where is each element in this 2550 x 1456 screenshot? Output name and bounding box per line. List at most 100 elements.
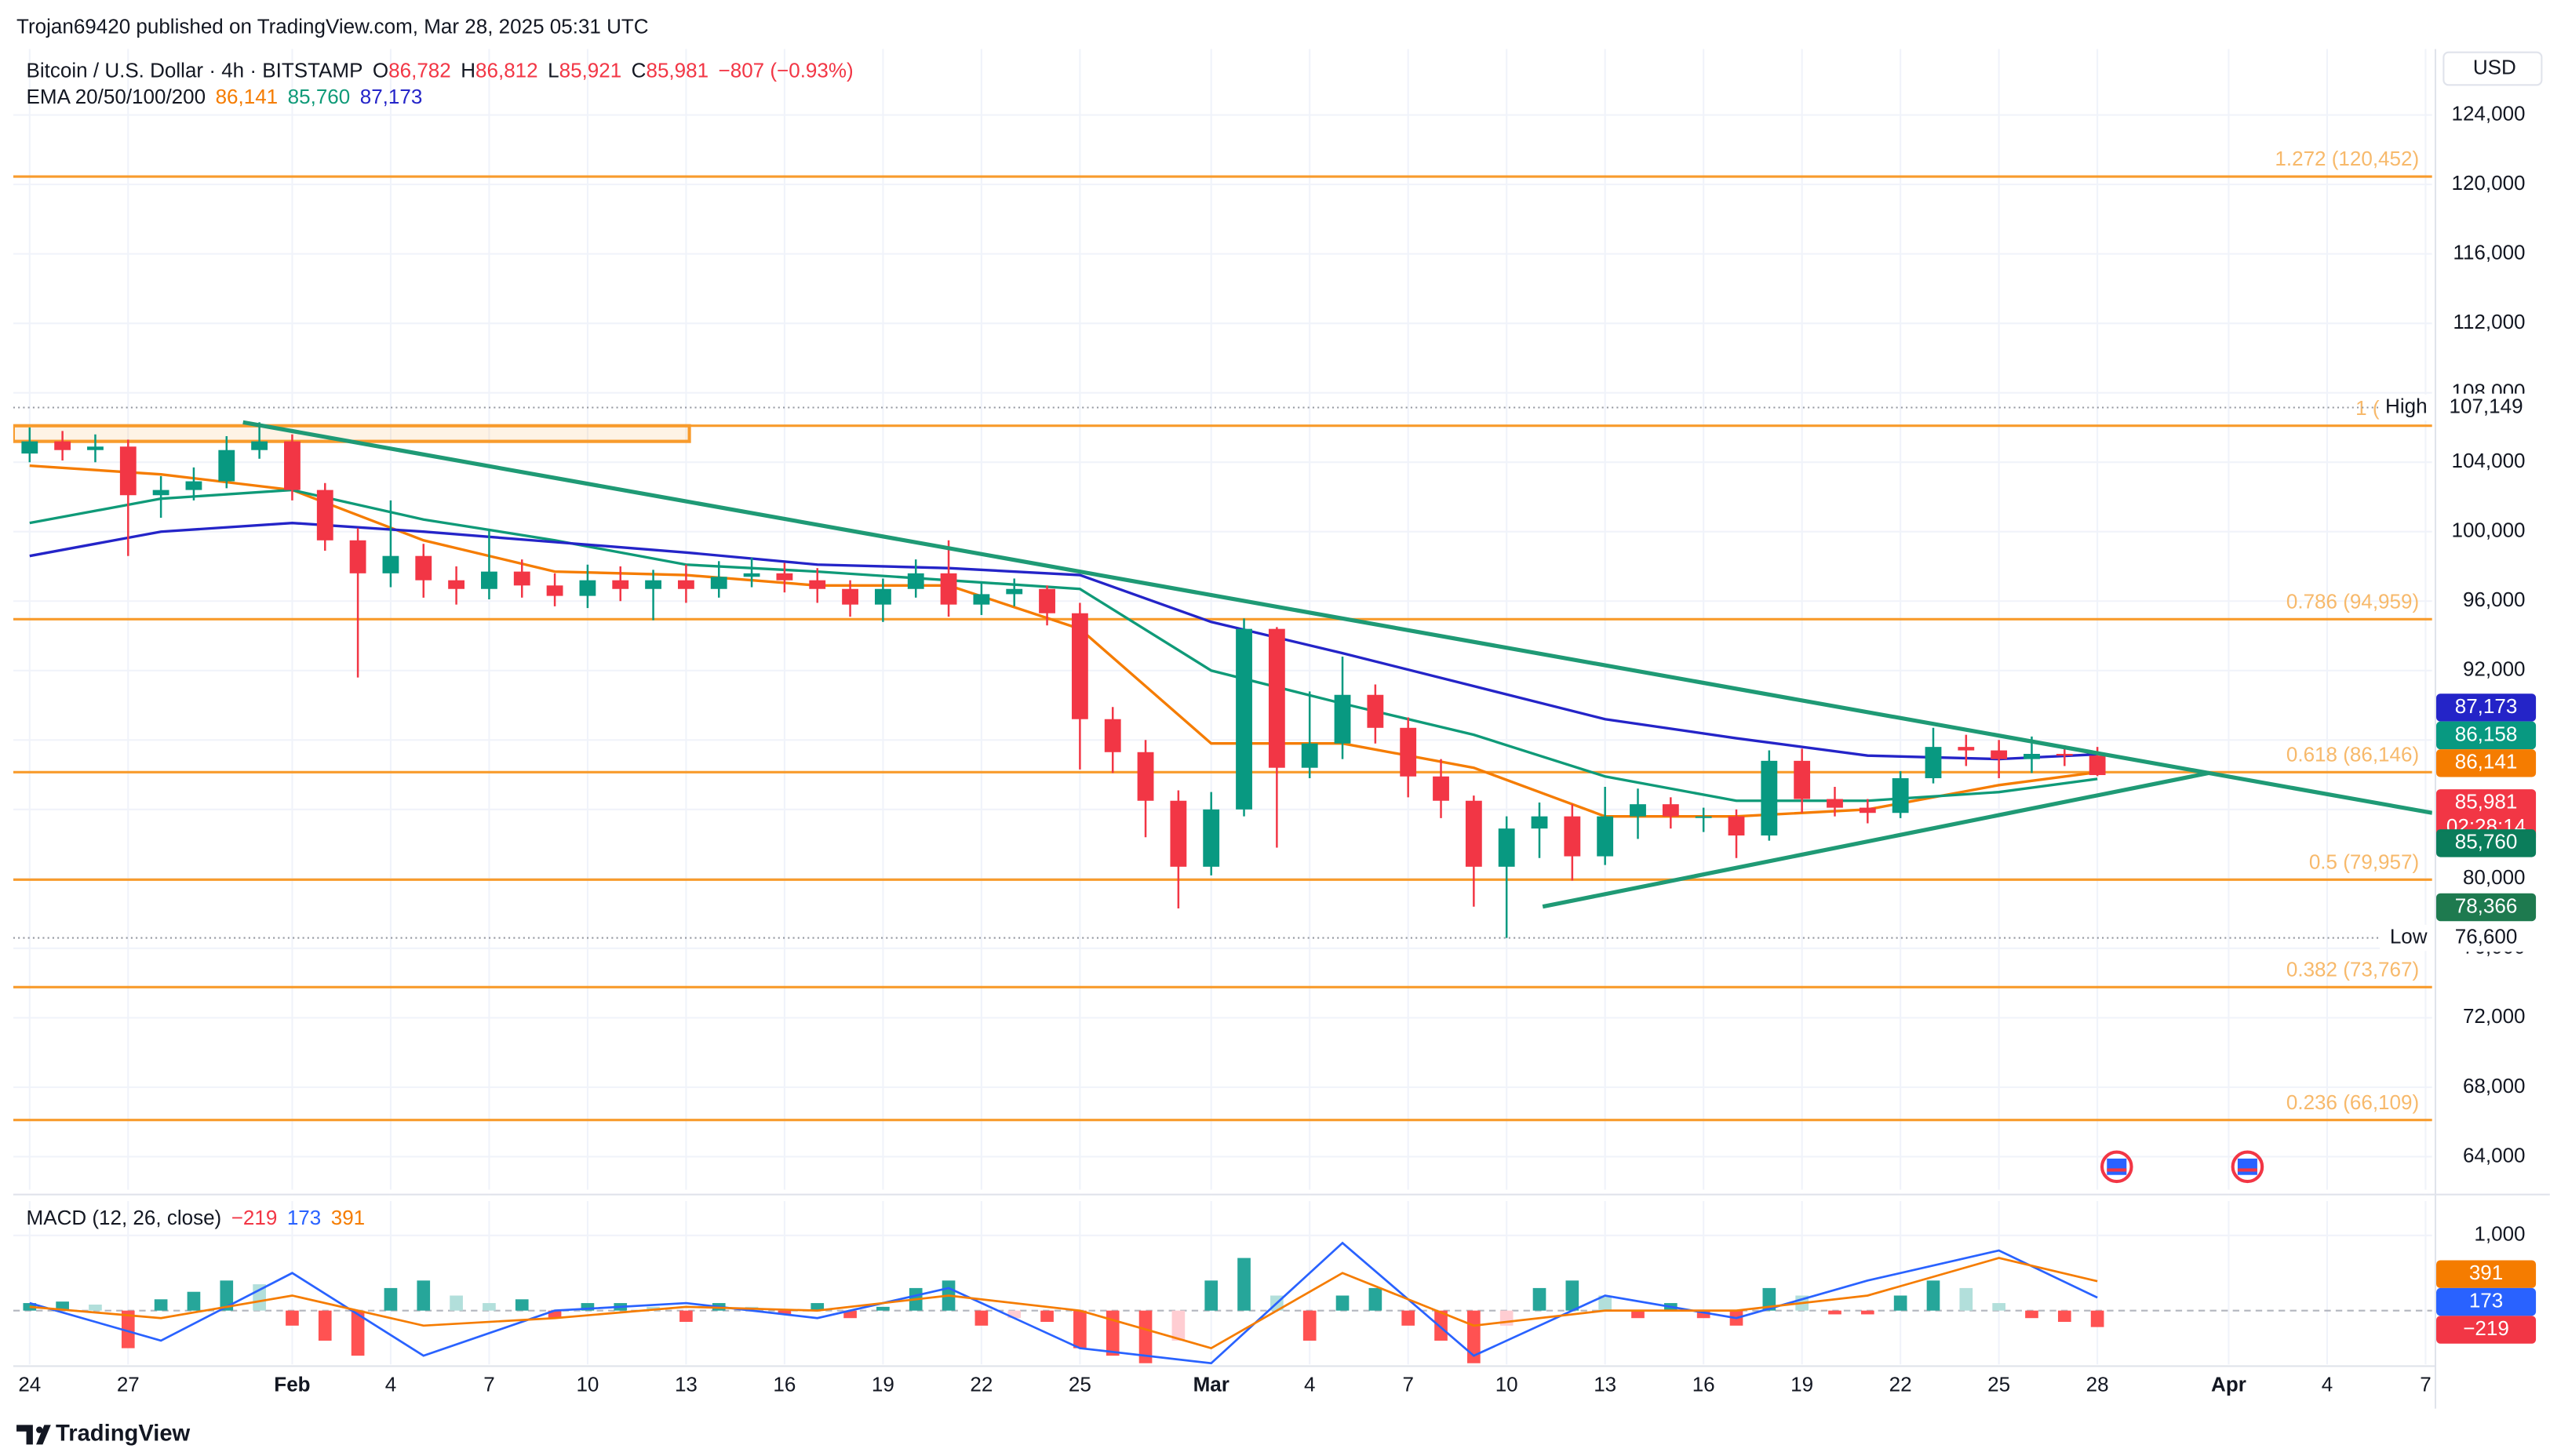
candle-body (1728, 816, 1745, 836)
macd-histogram-bar (2025, 1310, 2038, 1319)
price-tag-label: 391 (2469, 1261, 2503, 1284)
macd-histogram-bar (89, 1304, 102, 1311)
x-tick-label: 4 (1304, 1372, 1315, 1396)
candle-body (1367, 694, 1384, 728)
candle-body (1170, 800, 1187, 867)
macd-histogram-bar (286, 1310, 299, 1326)
macd-histogram-bar (1368, 1287, 1382, 1311)
macd-histogram-bar (1302, 1310, 1317, 1341)
price-tag-label: 86,158 (2455, 722, 2518, 745)
candle-body (973, 594, 990, 605)
event-flag[interactable] (2231, 1150, 2264, 1184)
candle-body (87, 446, 104, 450)
price-tag (2436, 923, 2537, 952)
symbol-legend: Bitcoin / U.S. Dollar · 4h · BITSTAMP O86… (27, 59, 854, 82)
macd-histogram-bar (220, 1280, 234, 1311)
candle-body (251, 441, 268, 450)
price-tag (2436, 693, 2537, 722)
x-tick-label: 27 (117, 1372, 140, 1396)
candle-body (316, 490, 333, 541)
price-tag (2436, 829, 2537, 857)
macd-histogram-bar (417, 1280, 431, 1311)
trendline (242, 420, 2432, 815)
macd-histogram-bar (1860, 1310, 1874, 1315)
candle-body (1761, 760, 1778, 836)
candle-body (54, 441, 71, 450)
ema-legend-label: EMA 20/50/100/200 (27, 85, 206, 108)
overlay: 64,00068,00072,00076,00080,00084,00088,0… (18, 59, 2537, 1396)
macd-histogram-bar (1335, 1295, 1350, 1311)
candle-body (743, 573, 760, 577)
price-tag-label: 78,366 (2455, 894, 2518, 917)
macd-pane (13, 1201, 2432, 1365)
macd-histogram-bar (1565, 1280, 1579, 1311)
x-tick-label: 19 (1790, 1372, 1813, 1396)
fib-label: 0.786 (94,959) (2286, 589, 2419, 613)
macd-histogram-bar (1926, 1280, 1940, 1311)
candle-body (546, 585, 563, 596)
macd-histogram-bar (876, 1306, 890, 1311)
y-tick-label: 104,000 (2451, 449, 2525, 472)
x-tick-label: 10 (1495, 1372, 1518, 1396)
candle-body (448, 580, 465, 589)
macd-histogram-bar (811, 1303, 825, 1311)
candle-body (809, 580, 826, 589)
price-tag (2436, 1316, 2537, 1344)
y-tick-label: 1,000 (2474, 1222, 2525, 1246)
x-tick-label: 25 (1987, 1372, 2010, 1396)
price-tag (2436, 1287, 2537, 1316)
candle-body (152, 490, 169, 496)
macd-histogram-bar (1171, 1310, 1186, 1341)
macd-histogram-bar (1138, 1310, 1153, 1363)
ohlc-key: H (461, 59, 475, 82)
macd-histogram-bar (483, 1303, 496, 1311)
macd-title: MACD (12, 26, close) (27, 1206, 222, 1229)
candle-body (349, 540, 366, 573)
candle-body (1958, 747, 1975, 751)
x-tick-label: 13 (675, 1372, 698, 1396)
candle-body (1006, 588, 1023, 595)
x-tick-label: 16 (1692, 1372, 1715, 1396)
candle-body (1039, 588, 1055, 613)
x-tick-label: 7 (1402, 1372, 1413, 1396)
macd-histogram-bar (1434, 1310, 1448, 1341)
candle-body (1334, 694, 1351, 744)
candle-body (1203, 809, 1220, 867)
y-tick-label: 100,000 (2451, 519, 2525, 542)
price-tag-label: 76,600 (2455, 924, 2518, 948)
macd-histogram-bar (679, 1310, 693, 1323)
candle-body (1597, 816, 1614, 857)
candle-body (940, 573, 957, 605)
x-tick-label: 25 (1069, 1372, 1091, 1396)
candle-body (415, 555, 432, 581)
candle-body (1400, 727, 1417, 777)
change-value: −807 (−0.93%) (719, 59, 854, 82)
ohlc-key: O (373, 59, 388, 82)
y-tick-label: 120,000 (2451, 171, 2525, 195)
candle-body (1433, 776, 1449, 801)
ema-legend-value: 85,760 (288, 85, 351, 108)
event-flag[interactable] (2100, 1150, 2133, 1184)
x-tick-label: 22 (970, 1372, 993, 1396)
candle-body (481, 571, 497, 589)
macd-histogram-bar (1762, 1287, 1776, 1311)
macd-histogram-bar (1828, 1310, 1841, 1315)
price-tag-label: 86,141 (2455, 750, 2518, 774)
extreme-note: Low (2390, 924, 2428, 948)
y-tick-label: 72,000 (2463, 1004, 2526, 1028)
macd-histogram-bar (515, 1299, 529, 1311)
candle-body (218, 450, 235, 482)
trendline (1542, 770, 2209, 909)
fib-label: 1.272 (120,452) (2275, 147, 2419, 170)
candle-body (1268, 628, 1285, 768)
x-tick-label: Feb (274, 1372, 310, 1396)
x-tick-label: 28 (2086, 1372, 2109, 1396)
price-tag-label: 107,149 (2450, 394, 2523, 417)
price-tag-label: 173 (2469, 1289, 2503, 1312)
x-tick-label: 4 (2322, 1372, 2333, 1396)
candle-body (842, 588, 858, 605)
currency-box[interactable] (2443, 51, 2543, 86)
ohlc-value: 85,981 (646, 59, 709, 82)
x-tick-label: Apr (2211, 1372, 2246, 1396)
